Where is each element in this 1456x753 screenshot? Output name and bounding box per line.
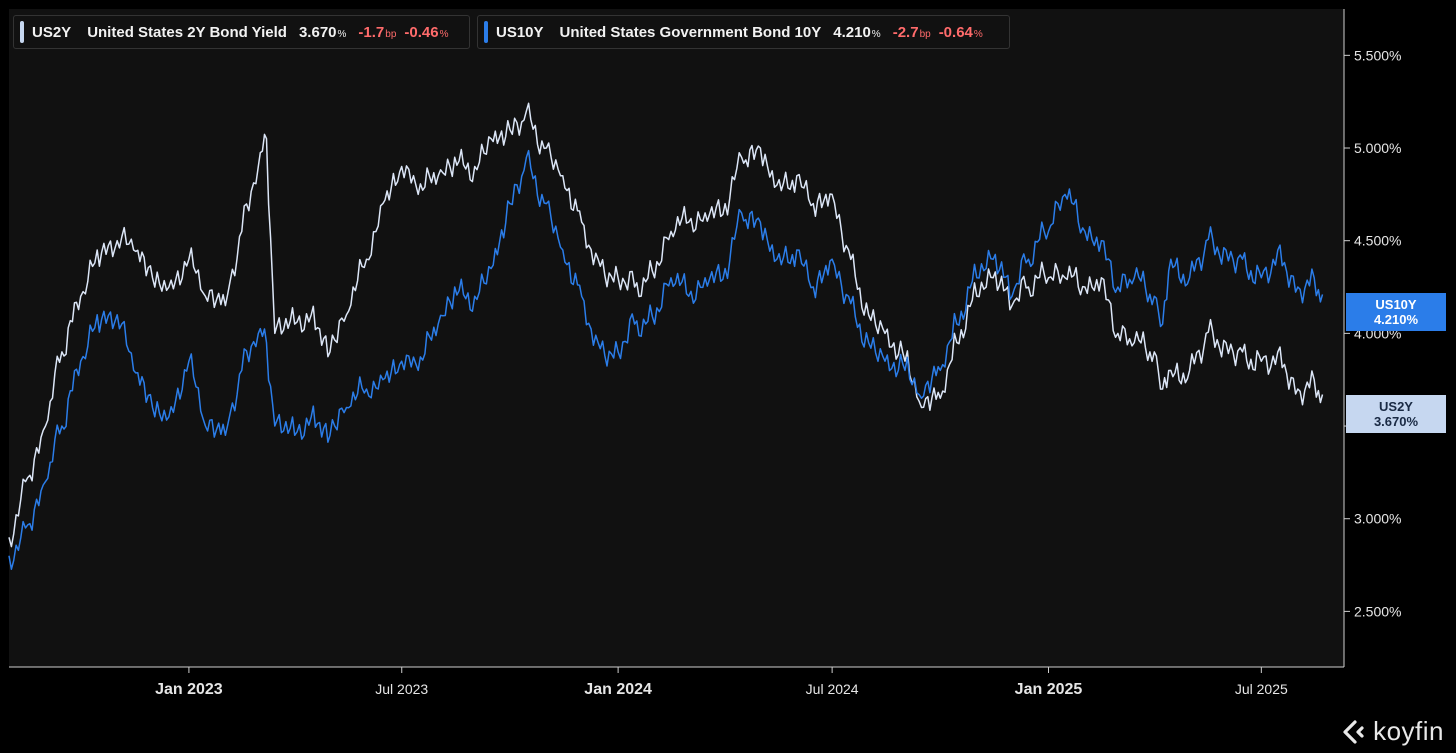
x-tick-label: Jul 2023 [375, 681, 428, 697]
x-axis-ticks: Jan 2023 Jul 2023 Jan 2024 Jul 2024 Jan 2025… [155, 667, 1288, 698]
x-tick-label: Jan 2023 [155, 681, 223, 698]
legend-value: 4.210% [833, 24, 880, 41]
y-tick-label: 3.000% [1354, 511, 1401, 527]
price-tag-symbol: US2Y [1379, 399, 1413, 414]
koyfin-logo-icon [1343, 719, 1364, 744]
series-line-us2y [8, 102, 1324, 548]
legend-color-swatch [484, 21, 488, 43]
series-lines [8, 102, 1324, 570]
price-tag-us2y: US2Y 3.670% [1346, 395, 1446, 433]
legend-color-swatch [20, 21, 24, 43]
legend-value-number: 3.670 [298, 23, 337, 41]
legend-change: -2.7bp [893, 24, 931, 41]
koyfin-logo: koyfin [1341, 716, 1444, 747]
legend-change-pct-number: -0.46 [404, 23, 439, 41]
legend-change-unit: bp [385, 28, 397, 40]
legend-us10y[interactable]: US10Y United States Government Bond 10Y … [477, 15, 1010, 49]
legend-change: -1.7bp [358, 24, 396, 41]
price-tag-symbol: US10Y [1375, 297, 1417, 312]
y-axis-ticks: 2.500%3.000%3.500%4.000%4.500%5.000%5.50… [1344, 47, 1401, 619]
legend-us2y[interactable]: US2Y United States 2Y Bond Yield 3.670% … [13, 15, 470, 49]
legend-value-unit: % [871, 28, 881, 40]
x-tick-label: Jan 2025 [1015, 681, 1083, 698]
legend-change-number: -1.7 [358, 23, 385, 41]
legend-description: United States Government Bond 10Y [559, 23, 822, 41]
price-tag-value: 4.210% [1373, 312, 1419, 327]
legend-change-pct-unit: % [439, 28, 449, 40]
y-tick-label: 2.500% [1354, 603, 1401, 619]
legend-change-pct: -0.64% [939, 24, 983, 41]
legend-change-pct-unit: % [973, 28, 983, 40]
legend-change-number: -2.7 [892, 23, 919, 41]
legend-change-unit: bp [919, 28, 931, 40]
price-tag-value: 3.670% [1373, 414, 1419, 429]
legend-value-unit: % [337, 28, 347, 40]
legend-value: 3.670% [299, 24, 346, 41]
legend-change-pct: -0.46% [404, 24, 448, 41]
legend-description: United States 2Y Bond Yield [87, 23, 287, 41]
x-tick-label: Jul 2024 [806, 681, 859, 697]
y-tick-label: 5.500% [1354, 47, 1401, 63]
legend-change-pct-number: -0.64 [938, 23, 973, 41]
x-tick-label: Jan 2024 [584, 681, 652, 698]
x-tick-label: Jul 2025 [1235, 681, 1288, 697]
plot-area [9, 9, 1344, 667]
y-tick-label: 5.000% [1354, 140, 1401, 156]
koyfin-logo-text: koyfin [1373, 716, 1444, 746]
price-tag-us10y: US10Y 4.210% [1346, 293, 1446, 331]
legend-symbol: US2Y [32, 23, 72, 41]
legend-symbol: US10Y [496, 23, 544, 41]
y-tick-label: 4.500% [1354, 233, 1401, 249]
series-line-us10y [8, 149, 1324, 570]
legend-value-number: 4.210 [833, 23, 871, 41]
